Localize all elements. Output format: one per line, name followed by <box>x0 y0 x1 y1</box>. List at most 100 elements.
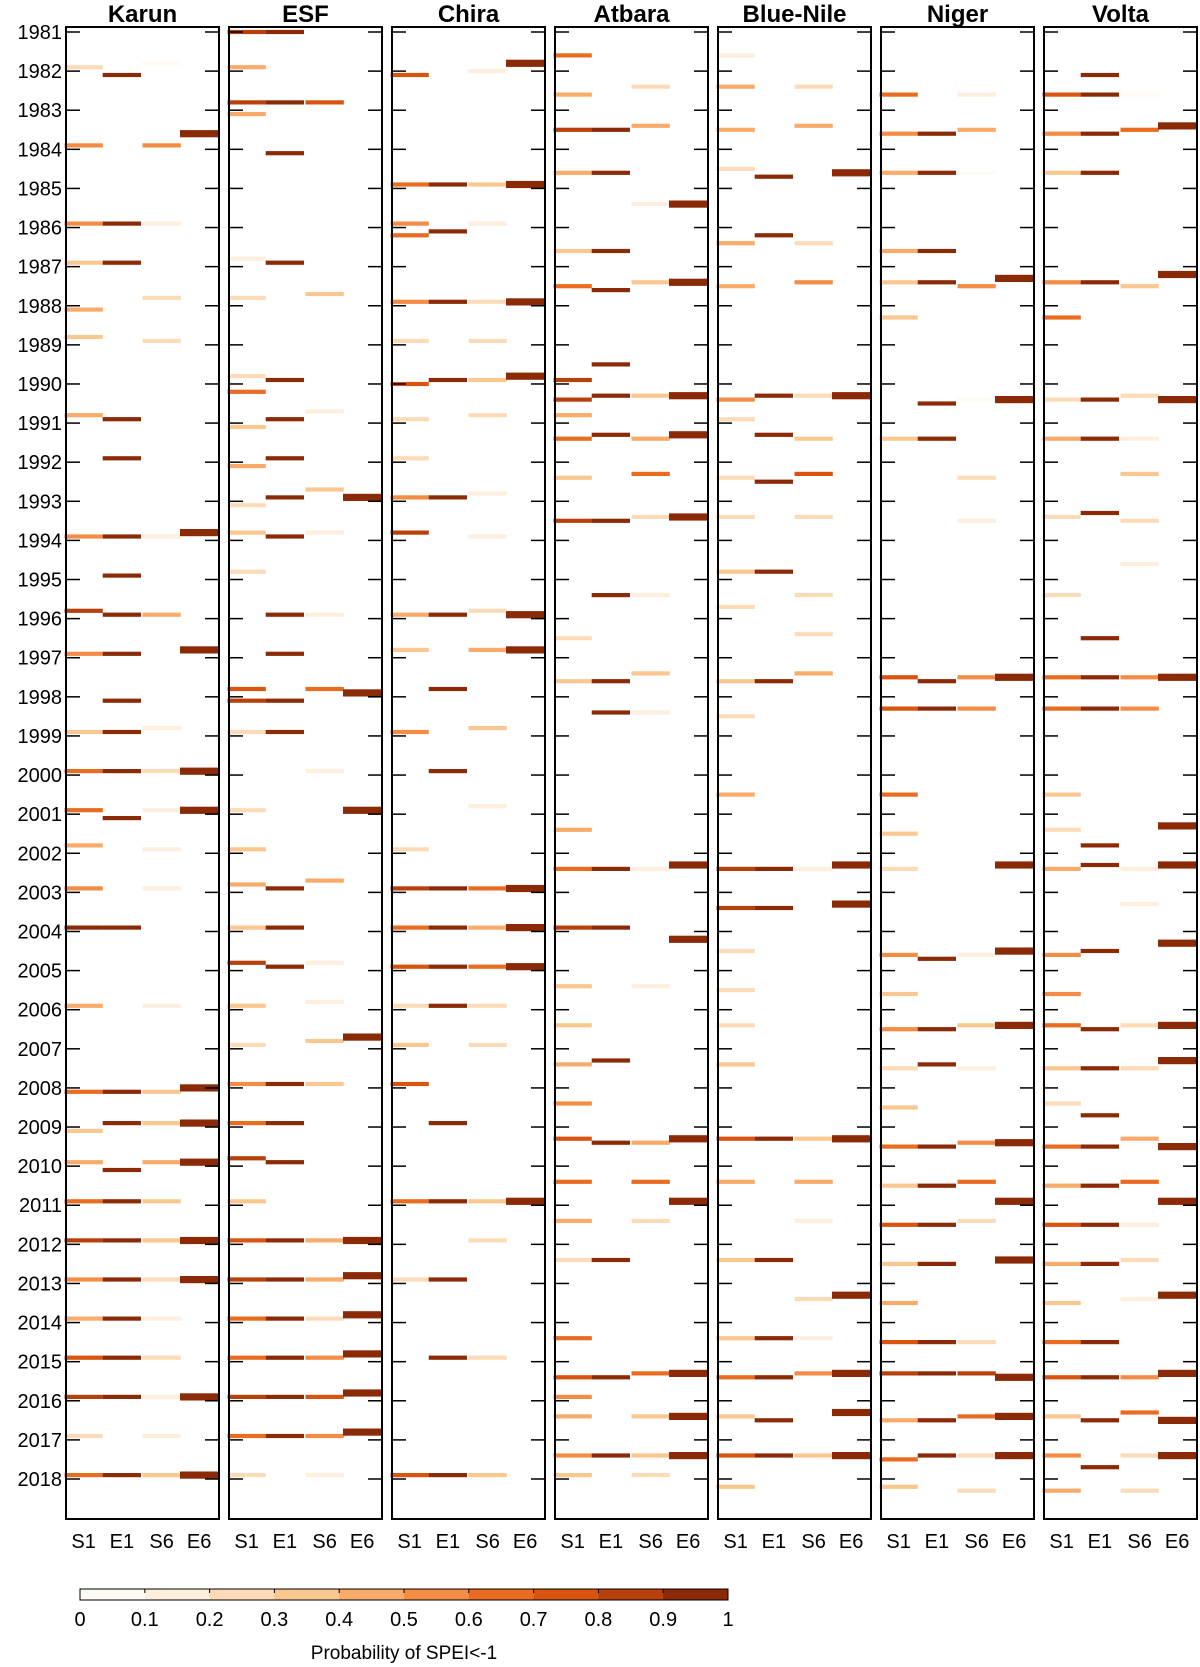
cell-karun-s6 <box>142 1199 181 1204</box>
column-label-s6: S6 <box>149 1531 173 1553</box>
cell-esf-e1 <box>265 260 304 265</box>
cell-chira-s6 <box>468 182 507 187</box>
cell-atbara-e1 <box>591 593 630 598</box>
cell-chira-s1 <box>390 964 429 969</box>
cell-chira-s1 <box>390 729 429 735</box>
cell-blue-nile-s6 <box>794 123 833 128</box>
cell-blue-nile-s6 <box>794 436 833 441</box>
cell-atbara-s1 <box>553 866 592 871</box>
cell-karun-s6 <box>142 534 181 539</box>
cell-volta-s1 <box>1042 170 1081 175</box>
cell-volta-s6 <box>1120 902 1159 907</box>
cell-niger-s6 <box>957 475 996 480</box>
cell-karun-s6 <box>142 295 181 300</box>
cell-niger-s1 <box>879 991 918 997</box>
cell-blue-nile-s1 <box>716 1375 755 1380</box>
year-label: 2015 <box>18 1352 63 1374</box>
cell-niger-e6 <box>995 861 1034 869</box>
cell-atbara-s1 <box>553 1023 592 1028</box>
cell-chira-s1 <box>390 1473 429 1478</box>
cell-esf-s6 <box>305 1081 344 1087</box>
cell-blue-nile-s1 <box>716 604 755 609</box>
cell-volta-s1 <box>1042 1183 1081 1188</box>
cell-volta-e6 <box>1158 822 1197 830</box>
cell-esf-e1 <box>265 612 304 617</box>
cell-volta-s1 <box>1042 1300 1081 1306</box>
column-label-s1: S1 <box>560 1531 584 1553</box>
column-label-e1: E1 <box>762 1531 786 1553</box>
cell-niger-e1 <box>917 280 956 285</box>
cell-esf-s1 <box>227 960 266 965</box>
cell-niger-s1 <box>879 92 918 97</box>
column-label-e6: E6 <box>1002 1531 1026 1553</box>
cell-chira-s1 <box>390 1277 429 1282</box>
cell-chira-s1 <box>390 530 429 535</box>
cell-karun-s6 <box>142 1433 181 1439</box>
cell-volta-e6 <box>1158 1143 1197 1151</box>
cell-blue-nile-s6 <box>794 280 833 285</box>
column-label-e6: E6 <box>676 1531 700 1553</box>
cell-niger-s1 <box>879 1418 918 1423</box>
cell-atbara-s1 <box>553 1394 592 1399</box>
cell-esf-e1 <box>265 1433 304 1439</box>
year-label: 1999 <box>18 726 63 748</box>
cell-blue-nile-e1 <box>754 1136 793 1141</box>
cell-esf-s1 <box>227 503 266 508</box>
cell-esf-s6 <box>305 1277 344 1282</box>
cell-chira-e1 <box>428 1277 467 1282</box>
cell-atbara-s1 <box>553 53 592 58</box>
cell-niger-e1 <box>917 956 956 961</box>
cell-karun-e6 <box>180 1236 219 1245</box>
cell-volta-s1 <box>1042 1375 1081 1380</box>
year-label: 1991 <box>18 413 63 435</box>
cell-atbara-e1 <box>591 679 630 684</box>
cell-chira-s1 <box>390 1199 429 1204</box>
year-label: 2016 <box>18 1391 63 1413</box>
cell-chira-e1 <box>428 1355 467 1360</box>
cell-chira-s6 <box>468 1238 507 1243</box>
cell-volta-s6 <box>1120 561 1159 566</box>
cell-esf-e1 <box>265 377 304 383</box>
cell-chira-e6 <box>506 611 545 619</box>
year-label: 2013 <box>18 1273 63 1295</box>
cell-volta-e6 <box>1158 1452 1197 1460</box>
cell-niger-s6 <box>957 1066 996 1071</box>
cell-niger-s6 <box>957 1023 996 1028</box>
cell-esf-e1 <box>265 1238 304 1243</box>
cell-esf-s1 <box>227 1042 266 1047</box>
cell-esf-s1 <box>227 100 266 105</box>
cell-volta-s1 <box>1042 436 1081 441</box>
column-label-e6: E6 <box>839 1531 863 1553</box>
cell-niger-s1 <box>879 675 918 680</box>
year-label: 1993 <box>18 491 63 513</box>
panel-frame-chira <box>391 26 546 1520</box>
column-label-e6: E6 <box>350 1531 374 1553</box>
cell-blue-nile-s1 <box>716 53 755 58</box>
cell-blue-nile-s1 <box>716 1414 755 1419</box>
cell-atbara-e1 <box>591 127 630 132</box>
cell-esf-s6 <box>305 1316 344 1321</box>
colorbar-segment <box>533 1589 599 1600</box>
cell-esf-e6 <box>343 1350 382 1358</box>
cell-esf-s1 <box>227 1433 266 1439</box>
cell-niger-s1 <box>879 1183 918 1188</box>
cell-volta-s1 <box>1042 131 1081 136</box>
cell-chira-e1 <box>428 1003 467 1008</box>
cell-blue-nile-e6 <box>832 1408 871 1417</box>
cell-esf-e1 <box>265 1316 304 1321</box>
cell-chira-e1 <box>428 1121 467 1126</box>
cell-esf-e1 <box>265 495 304 500</box>
year-label: 1997 <box>18 648 63 670</box>
cell-karun-s6 <box>142 1160 181 1165</box>
cell-volta-s6 <box>1120 1136 1159 1141</box>
year-label: 1982 <box>18 61 63 83</box>
colorbar-segment <box>144 1589 211 1600</box>
cell-volta-s1 <box>1042 1144 1081 1149</box>
cell-karun-e1 <box>102 612 141 617</box>
cell-atbara-s1 <box>553 377 592 383</box>
cell-blue-nile-e6 <box>832 861 871 869</box>
cell-karun-s6 <box>142 1316 181 1321</box>
cell-atbara-e1 <box>591 1058 630 1063</box>
panel-frame-karun <box>65 26 220 1520</box>
cell-niger-s1 <box>879 170 918 175</box>
